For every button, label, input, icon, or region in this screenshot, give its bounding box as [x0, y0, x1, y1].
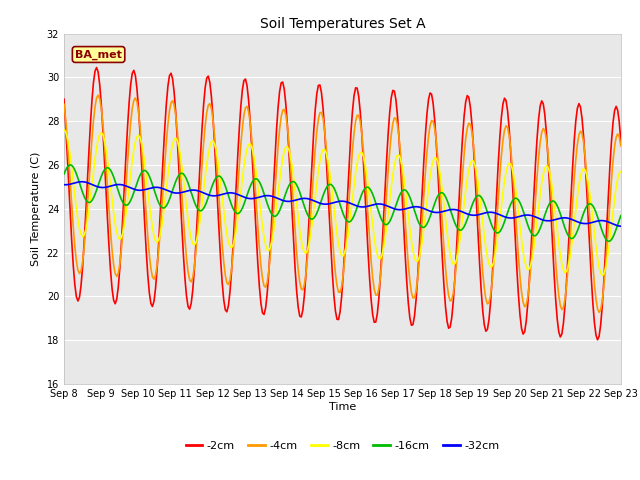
Text: BA_met: BA_met	[75, 49, 122, 60]
X-axis label: Time: Time	[329, 402, 356, 412]
Legend: -2cm, -4cm, -8cm, -16cm, -32cm: -2cm, -4cm, -8cm, -16cm, -32cm	[181, 437, 504, 456]
Y-axis label: Soil Temperature (C): Soil Temperature (C)	[31, 152, 41, 266]
Title: Soil Temperatures Set A: Soil Temperatures Set A	[260, 17, 425, 31]
